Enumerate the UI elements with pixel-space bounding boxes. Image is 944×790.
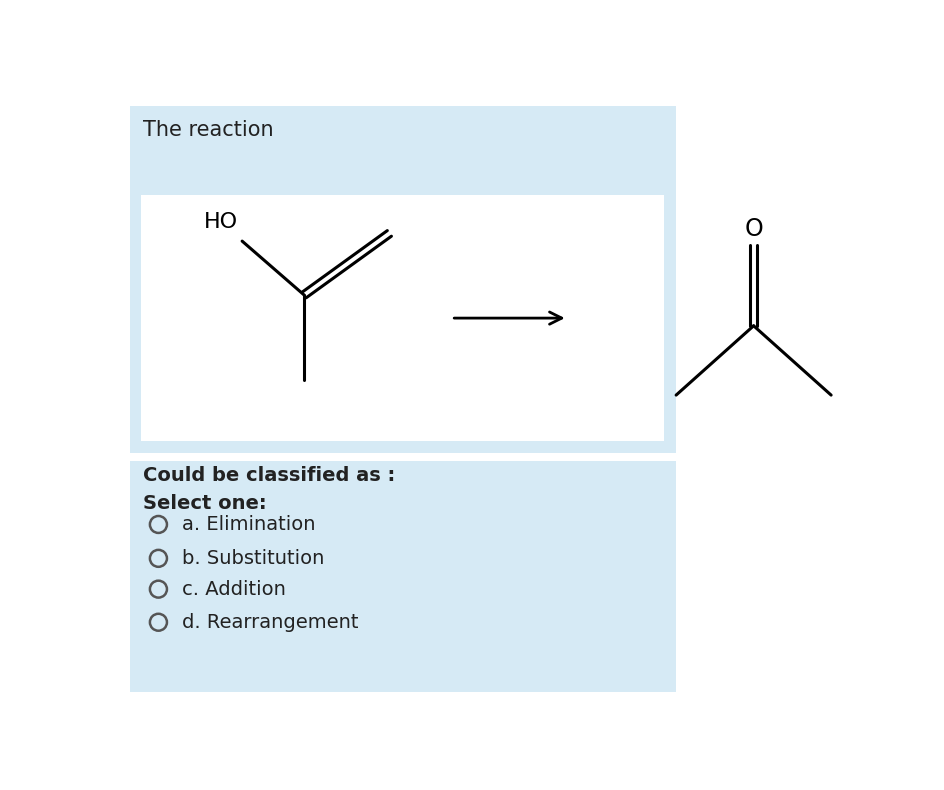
Text: HO: HO — [204, 212, 238, 231]
Text: a. Elimination: a. Elimination — [181, 515, 315, 534]
Text: b. Substitution: b. Substitution — [181, 549, 324, 568]
Text: d. Rearrangement: d. Rearrangement — [181, 613, 358, 632]
Text: The reaction: The reaction — [143, 120, 273, 140]
FancyBboxPatch shape — [142, 195, 664, 442]
Text: O: O — [744, 217, 762, 241]
FancyBboxPatch shape — [129, 461, 675, 691]
Text: Could be classified as :: Could be classified as : — [143, 466, 395, 485]
Text: c. Addition: c. Addition — [181, 580, 285, 599]
Text: Select one:: Select one: — [143, 494, 266, 513]
FancyBboxPatch shape — [129, 107, 675, 453]
